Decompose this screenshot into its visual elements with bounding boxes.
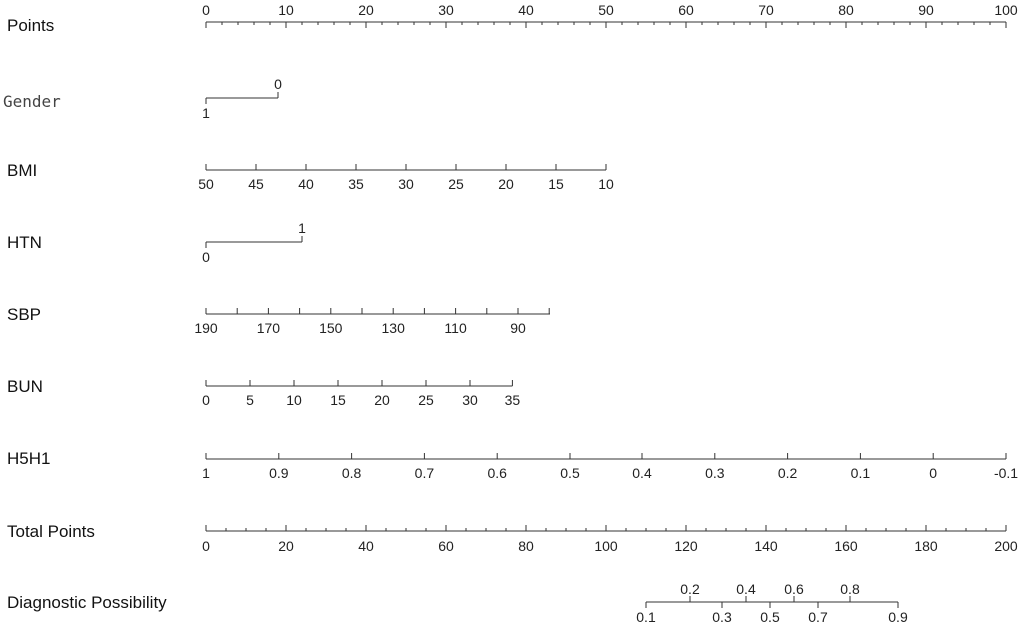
total-points-tick-label: 120 [674,538,698,554]
points-tick-label: 0 [202,2,210,18]
bmi-tick-label: 45 [248,176,264,192]
diagnostic-tick-label: 0.9 [888,609,908,625]
h5h1-tick-label: -0.1 [994,465,1018,481]
bmi-tick-label: 35 [348,176,364,192]
total-points-tick-label: 0 [202,538,210,554]
total-points-tick-label: 60 [438,538,454,554]
h5h1-tick-label: 0 [929,465,937,481]
h5h1-tick-label: 1 [202,465,210,481]
gender-scale: 10 [202,76,282,121]
h5h1-scale: 1 0.9 0.8 0.7 0.6 0.5 0.4 0.3 0.2 0.1 0 -0.1 [202,453,1018,481]
diagnostic-tick-label: 0.4 [736,581,756,597]
sbp-label: SBP [7,305,41,324]
bun-tick-label: 30 [462,392,478,408]
total-points-tick-label: 20 [278,538,294,554]
total-points-label: Total Points [7,522,95,541]
total-points-tick-label: 160 [834,538,858,554]
bmi-tick-label: 30 [398,176,414,192]
bmi-tick-label: 15 [548,176,564,192]
h5h1-tick-label: 0.3 [705,465,725,481]
diagnostic-tick-label: 0.3 [712,609,732,625]
sbp-scale: 190 170 150 130 110 90 [194,308,550,336]
sbp-tick-label: 170 [257,320,281,336]
htn-label: HTN [7,233,42,252]
bun-tick-label: 15 [330,392,346,408]
bun-tick-label: 10 [286,392,302,408]
total-points-tick-label: 100 [594,538,618,554]
h5h1-label: H5H1 [7,449,50,468]
diagnostic-tick-label: 0.1 [636,609,656,625]
total-points-tick-label: 80 [518,538,534,554]
h5h1-tick-label: 0.9 [269,465,289,481]
bun-tick-label: 5 [246,392,254,408]
sbp-tick-label: 190 [194,320,218,336]
points-tick-label: 40 [518,2,534,18]
total-points-tick-label: 200 [994,538,1018,554]
points-tick-label: 100 [994,2,1018,18]
gender-level-label: 1 [202,105,210,121]
h5h1-tick-label: 0.5 [560,465,580,481]
bun-tick-label: 20 [374,392,390,408]
h5h1-tick-label: 0.4 [632,465,652,481]
h5h1-tick-label: 0.8 [342,465,362,481]
total-points-tick-label: 180 [914,538,938,554]
gender-label: Gender [3,92,61,111]
points-tick-label: 10 [278,2,294,18]
bun-scale: 0 5 10 15 20 25 30 35 [202,380,520,408]
bmi-tick-label: 20 [498,176,514,192]
points-tick-label: 60 [678,2,694,18]
sbp-tick-label: 150 [319,320,343,336]
total-points-tick-label: 40 [358,538,374,554]
diagnostic-possibility-label: Diagnostic Possibility [7,593,167,612]
gender-level-label: 0 [274,76,282,92]
diagnostic-tick-label: 0.7 [808,609,828,625]
sbp-tick-label: 110 [444,320,467,336]
diagnostic-tick-label: 0.8 [840,581,860,597]
h5h1-tick-label: 0.1 [851,465,871,481]
h5h1-tick-label: 0.2 [778,465,798,481]
bmi-label: BMI [7,161,37,180]
sbp-tick-label: 90 [510,320,526,336]
points-label: Points [7,16,54,35]
h5h1-tick-label: 0.6 [487,465,507,481]
bun-tick-label: 0 [202,392,210,408]
htn-scale: 01 [202,220,306,265]
diagnostic-tick-label: 0.2 [680,581,700,597]
bun-tick-label: 25 [418,392,434,408]
points-tick-label: 70 [758,2,774,18]
diagnostic-tick-label: 0.6 [784,581,804,597]
bmi-tick-label: 25 [448,176,464,192]
bmi-tick-label: 40 [298,176,314,192]
points-tick-label: 30 [438,2,454,18]
htn-level-label: 1 [298,220,306,236]
htn-level-label: 0 [202,249,210,265]
points-tick-label: 20 [358,2,374,18]
points-tick-label: 80 [838,2,854,18]
bmi-tick-label: 10 [598,176,614,192]
diagnostic-possibility-scale: 0.1 0.2 0.30.40.50.60.7 0.8 0.9 [636,581,908,625]
bmi-tick-label: 50 [198,176,214,192]
bmi-scale: 50 45 40 35 30 25 20 15 10 [198,164,614,192]
diagnostic-tick-label: 0.5 [760,609,780,625]
points-scale: 0 10 20 30 40 50 60 70 80 90 100 [202,2,1018,28]
sbp-tick-label: 130 [382,320,406,336]
total-points-scale: 0 20 40 60 80 100 120 140 160 180 200 [202,525,1018,554]
points-tick-label: 90 [918,2,934,18]
points-tick-label: 50 [598,2,614,18]
h5h1-tick-label: 0.7 [415,465,435,481]
bun-tick-label: 35 [505,392,521,408]
bun-label: BUN [7,377,43,396]
total-points-tick-label: 140 [754,538,778,554]
